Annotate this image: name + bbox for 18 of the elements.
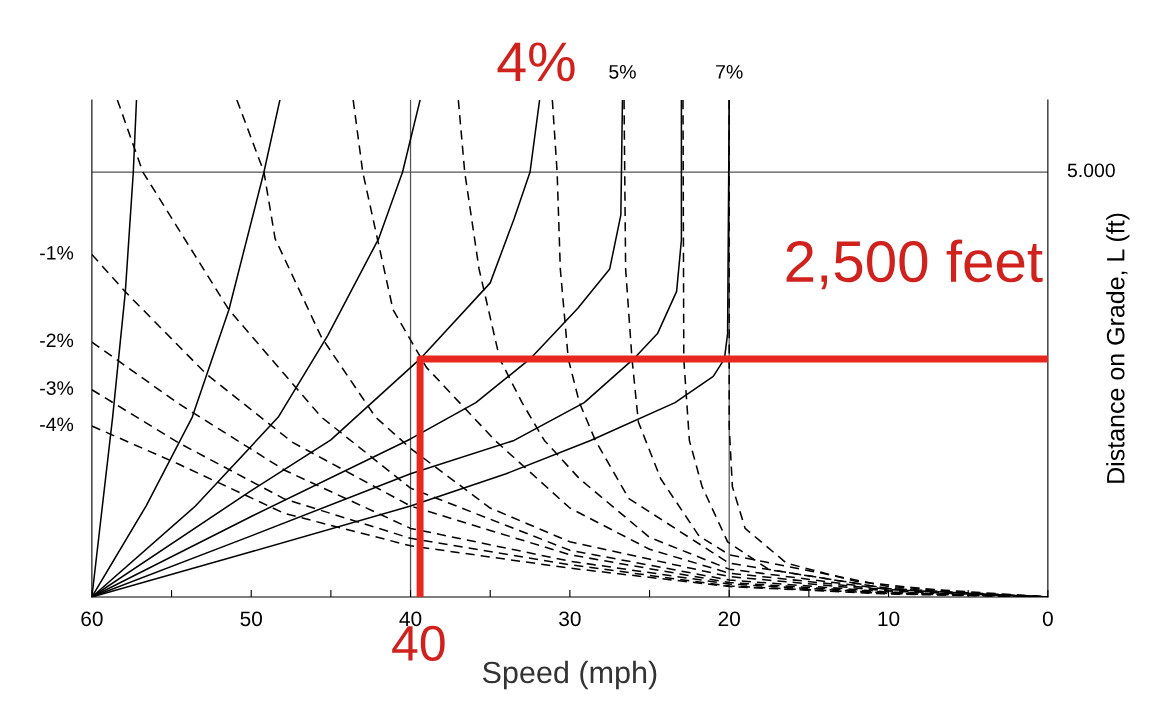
series-label: 7%: [716, 65, 743, 79]
series-label: -2%: [40, 333, 74, 348]
series-label: -1%: [40, 246, 74, 260]
x-tick-label: 0: [1042, 611, 1053, 627]
series-label: -4%: [40, 417, 74, 432]
series-label: 5%: [609, 65, 636, 79]
x-tick-label: 30: [559, 611, 581, 627]
x-tick-label: 40: [399, 611, 422, 627]
y-axis-title: Distance on Grade, L (ft): [1106, 213, 1130, 483]
series-label: -3%: [40, 381, 74, 395]
x-tick-label: 10: [878, 611, 900, 627]
x-axis-title: Speed (mph): [482, 660, 657, 690]
x-tick-label: 50: [240, 611, 262, 627]
x-tick-label: 60: [81, 611, 103, 627]
annotation: 2,500 feet: [786, 239, 1043, 290]
x-tick-label: 20: [718, 611, 740, 627]
text: 5.000: [1067, 163, 1115, 178]
text: 4%: [497, 42, 575, 82]
